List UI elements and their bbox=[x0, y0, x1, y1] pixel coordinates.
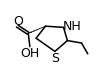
Text: S: S bbox=[51, 52, 59, 65]
Text: NH: NH bbox=[63, 20, 82, 33]
Text: OH: OH bbox=[20, 47, 39, 60]
Text: O: O bbox=[13, 15, 23, 28]
